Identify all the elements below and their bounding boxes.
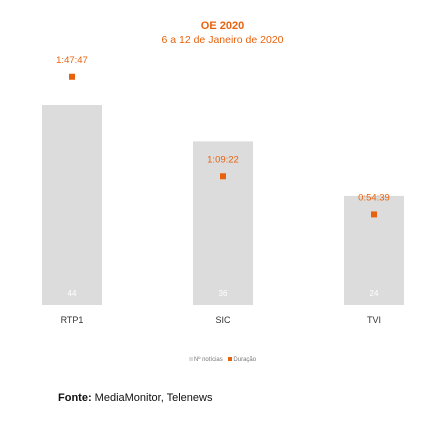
duration-label-sic: 1:09:22 — [207, 154, 239, 165]
category-label-tvi: TVI — [367, 315, 381, 325]
chart-legend: Nº notícias Duração — [0, 357, 445, 363]
source-label: Fonte: — [58, 392, 92, 404]
legend-item-duracao: Duração — [228, 357, 256, 363]
legend-swatch-duracao — [228, 357, 233, 362]
legend-label-noticias: Nº notícias — [193, 357, 223, 363]
duration-marker-tvi — [371, 211, 377, 218]
duration-marker-sic — [220, 173, 226, 180]
source-text: MediaMonitor, Telenews — [94, 392, 213, 404]
chart-subtitle: 6 a 12 de Janeiro de 2020 — [161, 34, 284, 46]
category-label-sic: SIC — [215, 315, 231, 325]
source-note: Fonte: MediaMonitor, Telenews — [58, 392, 212, 404]
duration-label-tvi: 0:54:39 — [358, 192, 390, 203]
legend-item-noticias: Nº notícias — [188, 357, 223, 363]
bar-value-label-sic: 36 — [219, 289, 228, 298]
bar-value-label-rtp1: 44 — [68, 289, 77, 298]
duration-marker-rtp1 — [69, 73, 75, 80]
legend-swatch-noticias — [188, 357, 193, 362]
category-label-rtp1: RTP1 — [61, 315, 84, 325]
bar-sic — [193, 141, 253, 305]
duration-label-rtp1: 1:47:47 — [56, 55, 88, 66]
bar-rtp1 — [42, 105, 102, 305]
legend-label-duracao: Duração — [233, 357, 257, 363]
bar-value-label-tvi: 24 — [370, 289, 379, 298]
chart-title: OE 2020 — [200, 20, 245, 32]
